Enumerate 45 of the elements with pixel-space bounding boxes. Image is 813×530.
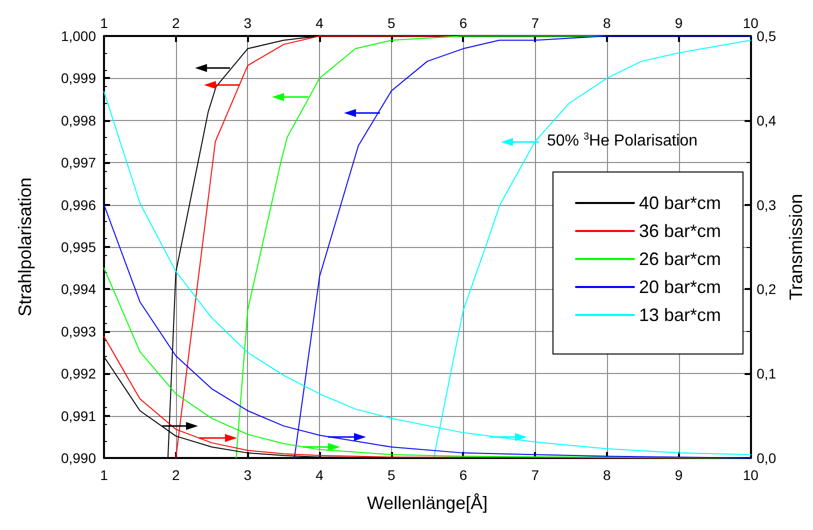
x-axis-title: Wellenlänge[Å] [366, 493, 488, 513]
y2-tick-label: 0,5 [756, 28, 776, 44]
x-tick-label: 5 [387, 15, 396, 31]
y-tick-label: 0,992 [60, 366, 96, 382]
x-tick-label: 1 [100, 15, 108, 31]
x2-tick-label: 2 [172, 467, 180, 483]
y2-tick-label: 0,4 [756, 112, 776, 128]
y-tick-label: 0,997 [60, 154, 96, 171]
y-tick-label: 0,995 [60, 239, 96, 255]
x2-tick-label: 10 [742, 467, 759, 483]
x-tick-label: 10 [742, 15, 759, 31]
x-tick-label: 3 [244, 15, 252, 31]
x-tick-label: 7 [531, 15, 540, 31]
x2-tick-label: 5 [387, 467, 396, 483]
y-tick-label: 0,991 [60, 408, 96, 424]
y-tick-label: 0,994 [60, 281, 96, 298]
y-tick-label: 0,998 [60, 112, 96, 128]
x2-tick-label: 9 [674, 467, 683, 483]
x-tick-label: 4 [316, 15, 324, 31]
y-tick-label: 0,993 [60, 323, 96, 340]
x-tick-label: 2 [172, 15, 180, 31]
y2-tick-label: 0,1 [756, 366, 776, 382]
x-tick-label: 8 [603, 15, 612, 31]
y-tick-label: 1,000 [60, 28, 96, 44]
legend-label: 20 bar*cm [638, 277, 722, 297]
x2-tick-label: 3 [244, 467, 252, 483]
legend-label: 40 bar*cm [638, 193, 722, 213]
y2-tick-label: 0,2 [756, 281, 776, 298]
y2-axis-title: Transmission [786, 194, 806, 300]
legend-label: 36 bar*cm [638, 221, 722, 241]
y-tick-label: 0,996 [60, 196, 96, 213]
y2-tick-label: 0,0 [756, 450, 776, 466]
y-axis-title: Strahlpolarisation [15, 177, 35, 317]
x2-tick-label: 7 [531, 467, 540, 483]
x2-tick-label: 6 [459, 467, 468, 483]
y2-tick-label: 0,3 [756, 196, 776, 213]
legend-label: 13 bar*cm [638, 305, 722, 325]
y-tick-label: 0,999 [60, 70, 96, 86]
legend-label: 26 bar*cm [638, 249, 722, 269]
x-tick-label: 9 [674, 15, 683, 31]
x2-tick-label: 4 [316, 467, 324, 483]
x-tick-label: 6 [459, 15, 468, 31]
x2-tick-label: 1 [100, 467, 108, 483]
x2-tick-label: 8 [603, 467, 612, 483]
y-tick-label: 0,990 [60, 450, 96, 466]
